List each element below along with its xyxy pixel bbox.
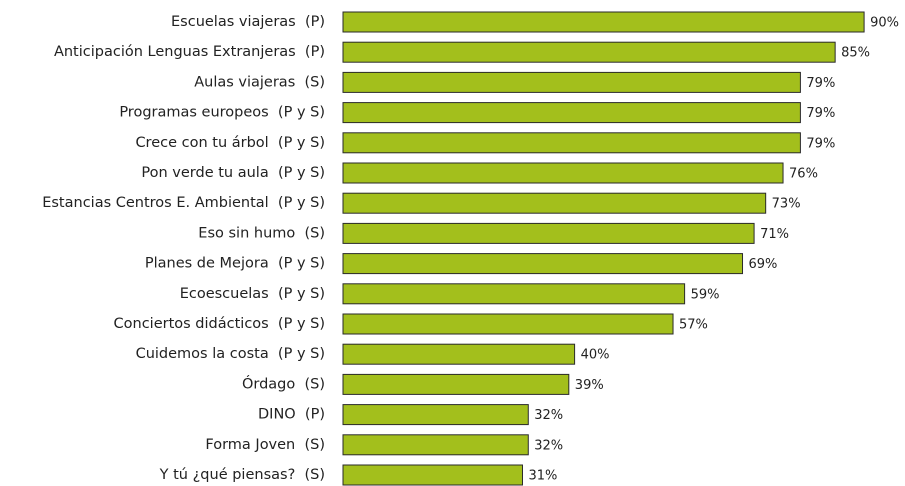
category-label: Pon verde tu aula (P y S) (141, 165, 325, 181)
bar (342, 343, 576, 365)
category-label: Conciertos didácticos (P y S) (114, 316, 325, 332)
category-label: Órdago (S) (242, 374, 325, 392)
value-label: 71% (760, 227, 789, 242)
bar (342, 373, 570, 395)
bar (342, 222, 755, 244)
value-label: 32% (534, 438, 563, 453)
value-label: 32% (534, 408, 563, 423)
category-label: Estancias Centros E. Ambiental (P y S) (42, 195, 325, 211)
category-label: Forma Joven (S) (205, 437, 325, 453)
category-label: Aulas viajeras (S) (194, 74, 325, 90)
value-label: 85% (841, 46, 870, 61)
category-label: Ecoescuelas (P y S) (180, 286, 325, 302)
value-label: 79% (806, 76, 835, 91)
category-label: Escuelas viajeras (P) (171, 14, 325, 30)
bar (342, 41, 836, 63)
value-label: 69% (749, 257, 778, 272)
bar (342, 283, 686, 305)
value-label: 59% (691, 287, 720, 302)
value-label: 76% (789, 167, 818, 182)
bar (342, 313, 674, 335)
value-label: 40% (581, 348, 610, 363)
category-label: Y tú ¿qué piensas? (S) (159, 467, 325, 483)
value-label: 90% (870, 16, 899, 31)
bar (342, 464, 523, 486)
value-label: 79% (806, 136, 835, 151)
bar (342, 102, 801, 124)
value-label: 57% (679, 318, 708, 333)
bar (342, 11, 865, 33)
value-label: 73% (772, 197, 801, 212)
bar (342, 162, 784, 184)
value-label: 79% (806, 106, 835, 121)
bar (342, 192, 767, 214)
value-label: 31% (528, 469, 557, 484)
category-label: Eso sin humo (S) (198, 225, 325, 241)
category-label: Planes de Mejora (P y S) (145, 256, 325, 272)
category-label: Anticipación Lenguas Extranjeras (P) (54, 44, 325, 60)
bar (342, 71, 801, 93)
bar (342, 404, 529, 426)
category-label: Crece con tu árbol (P y S) (135, 135, 325, 151)
bar (342, 434, 529, 456)
category-label: DINO (P) (258, 407, 325, 423)
category-label: Cuidemos la costa (P y S) (136, 346, 325, 362)
value-label: 39% (575, 378, 604, 393)
bar (342, 253, 744, 275)
category-label: Programas europeos (P y S) (119, 105, 325, 121)
bar (342, 132, 801, 154)
